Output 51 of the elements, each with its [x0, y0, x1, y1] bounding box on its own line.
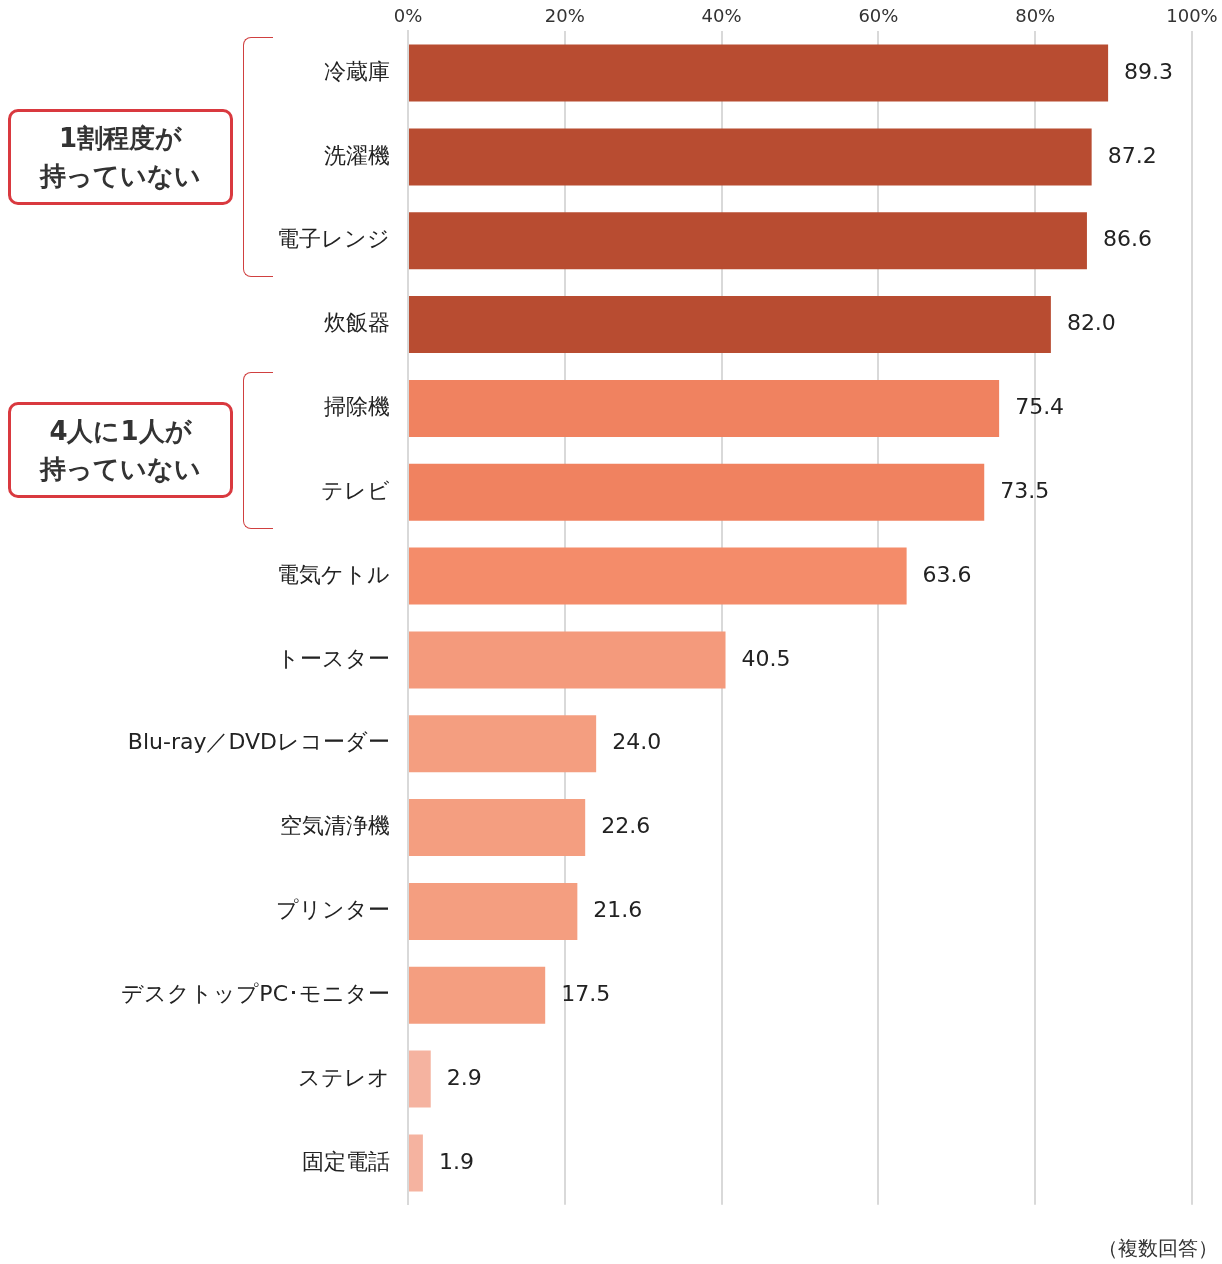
text: 1割程度が持っていない	[40, 121, 201, 193]
data-label: 86.6	[1102, 226, 1152, 252]
y-tick-label: 炊飯器	[324, 310, 390, 336]
data-label: 1.9	[438, 1148, 474, 1174]
bar	[409, 1050, 431, 1108]
data-label: 75.4	[1015, 394, 1065, 420]
x-tick-label: 0%	[393, 5, 423, 27]
data-label: 87.2	[1107, 142, 1157, 168]
data-label: 2.9	[446, 1064, 482, 1090]
y-tick-label: 冷蔵庫	[324, 58, 390, 84]
data-label: 21.6	[593, 897, 643, 923]
data-label: 89.3	[1124, 58, 1174, 84]
y-tick-label: 掃除機	[324, 394, 390, 420]
y-tick-label: 空気清浄機	[280, 813, 390, 839]
y-tick-label: 固定電話	[302, 1148, 390, 1174]
y-tick-label: プリンター	[276, 897, 390, 923]
bar	[409, 296, 1051, 354]
bar	[409, 128, 1092, 186]
data-label: 40.5	[741, 645, 791, 671]
bar	[409, 1134, 423, 1192]
x-tick-label: 80%	[1015, 5, 1056, 27]
y-tick-label: 洗濯機	[324, 142, 390, 168]
bar	[409, 379, 1000, 437]
bar	[409, 799, 586, 857]
text: 4人に1人が持っていない	[40, 415, 201, 487]
data-label: 22.6	[601, 813, 651, 839]
bar	[409, 715, 597, 773]
data-label: 82.0	[1066, 310, 1116, 336]
bar	[409, 882, 578, 940]
bar	[409, 547, 907, 605]
data-label: 24.0	[612, 729, 662, 755]
y-tick-label: 電気ケトル	[277, 561, 390, 587]
x-tick-label: 20%	[544, 5, 585, 27]
x-tick-label: 40%	[701, 5, 742, 27]
y-tick-label: トースター	[277, 645, 390, 671]
bar	[409, 966, 546, 1024]
x-tick-label: 100%	[1166, 5, 1218, 27]
data-label: 17.5	[561, 980, 611, 1006]
data-label: 73.5	[1000, 477, 1050, 503]
y-tick-label: テレビ	[321, 477, 390, 503]
bar	[409, 44, 1109, 102]
bar	[409, 212, 1087, 270]
x-tick-label: 60%	[858, 5, 899, 27]
bar	[409, 463, 985, 521]
y-tick-label: デスクトップPC･モニター	[121, 980, 390, 1006]
y-tick-label: ステレオ	[298, 1064, 390, 1090]
bar	[409, 631, 726, 689]
y-tick-label: Blu-ray／DVDレコーダー	[127, 729, 390, 755]
text: （複数回答）	[1098, 1235, 1218, 1262]
data-label: 63.6	[922, 561, 972, 587]
y-tick-label: 電子レンジ	[277, 226, 390, 252]
